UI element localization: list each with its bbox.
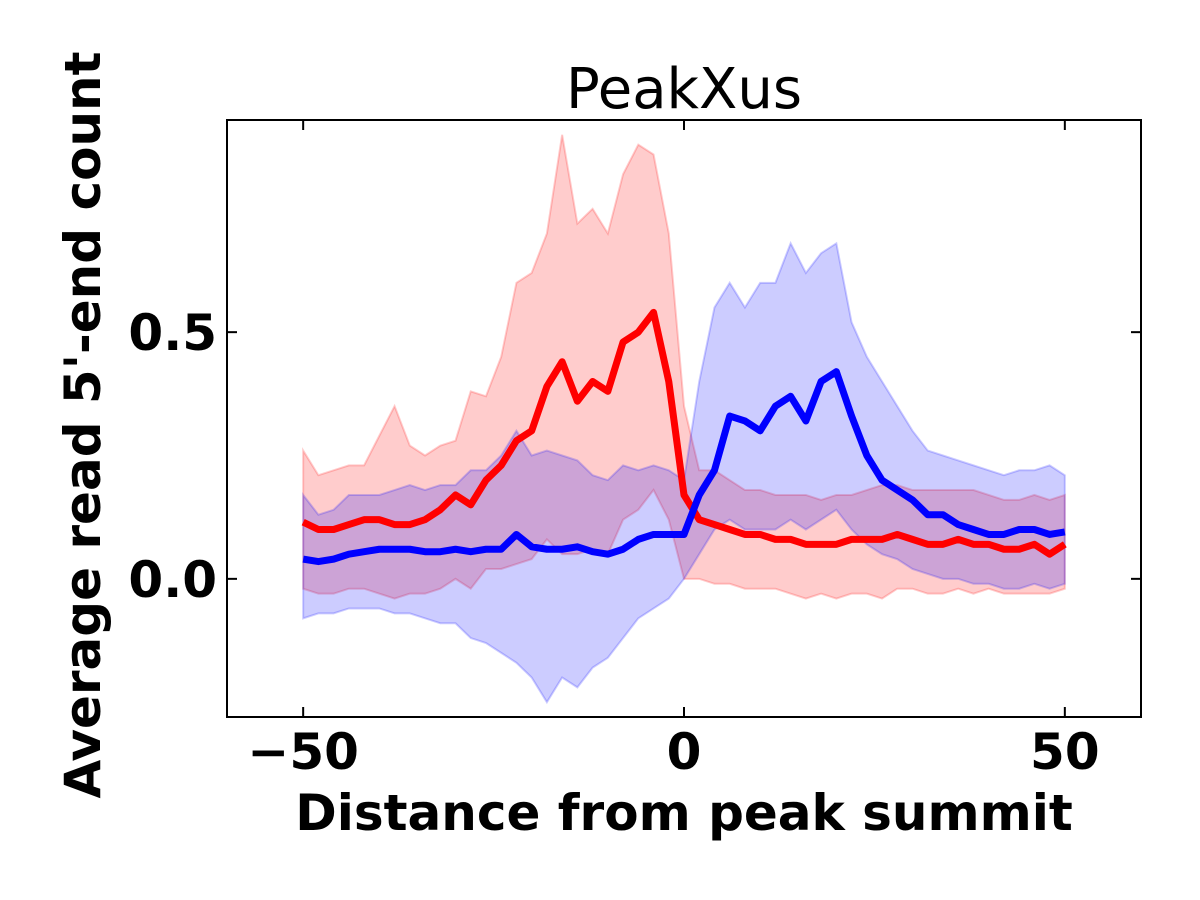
chart-title: PeakXus — [566, 57, 802, 122]
confidence-band — [302, 240, 1066, 705]
axes: −50 0 50 0.0 0.5 — [128, 119, 1142, 781]
x-axis-label: Distance from peak summit — [295, 784, 1073, 842]
y-tick-label: 0.0 — [128, 551, 217, 609]
confidence-band — [302, 134, 1066, 600]
bands — [302, 134, 1066, 705]
x-tick-label: 0 — [667, 723, 702, 781]
line — [302, 368, 1066, 566]
y-axis-label: Average read 5'-end count — [54, 51, 112, 798]
x-tick-label: −50 — [247, 723, 358, 781]
line — [301, 308, 1067, 558]
x-tick-label: 50 — [1030, 723, 1100, 781]
y-tick-label: 0.5 — [128, 304, 217, 362]
lines — [301, 308, 1067, 566]
